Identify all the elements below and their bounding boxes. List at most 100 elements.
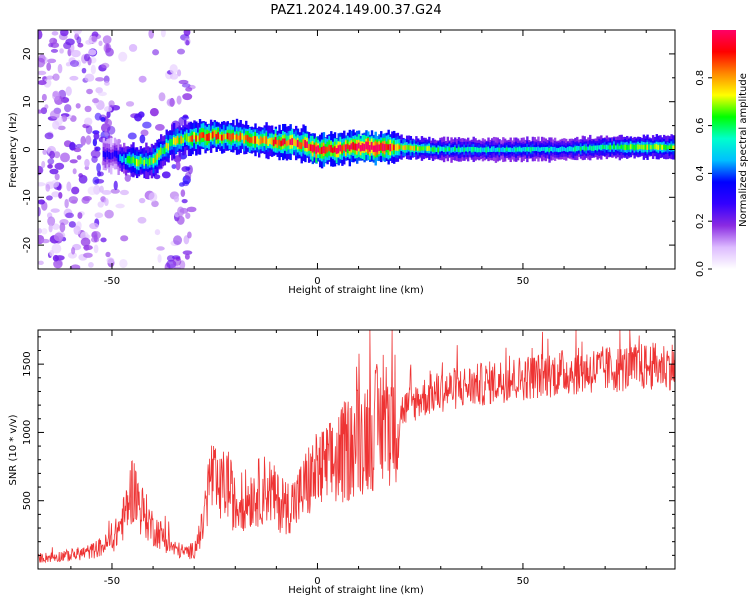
spectrogram-ridge-cell: [191, 135, 194, 142]
spectrogram-ridge-cell: [200, 132, 204, 139]
spectrogram-ridge-cell: [409, 145, 413, 151]
spectrogram-ridge-cell: [587, 146, 590, 151]
spectrogram-ridge-cell: [265, 136, 268, 145]
spectrogram-ridge-cell: [441, 146, 444, 152]
spectrogram-ridge-cell: [400, 144, 403, 150]
spectrogram-noise-cell: [169, 64, 178, 74]
spectrogram-noise-cell: [77, 212, 83, 219]
spectrogram-ridge-cell: [193, 131, 196, 140]
spectrogram-noise-cell: [38, 260, 44, 266]
spectrogram-ridge-cell: [437, 147, 440, 153]
spectrogram-noise-cell: [93, 234, 98, 243]
spectrogram-ridge-cell: [356, 143, 359, 151]
spectrogram-noise-cell: [84, 105, 92, 113]
spectrogram-noise-cell: [41, 160, 46, 169]
spectrogram-ridge-cell: [548, 147, 551, 153]
spectrogram-ridge-cell: [668, 145, 671, 150]
spectrogram-x-tick-label: 0: [314, 276, 320, 287]
spectrogram-ridge-cell: [154, 155, 157, 163]
spectrogram-noise-cell: [153, 174, 161, 180]
spectrogram-ridge-cell: [137, 159, 141, 167]
spectrogram-ridge-cell: [237, 135, 241, 142]
spectrogram-ridge-cell: [211, 131, 215, 139]
spectrogram-ridge-cell: [289, 139, 292, 145]
spectrogram-ridge-cell: [245, 134, 248, 141]
spectrogram-ridge-cell: [424, 145, 427, 151]
spectrogram-noise-cell: [76, 36, 82, 45]
spectrogram-noise-cell: [50, 48, 59, 53]
spectrogram-ridge-cell: [115, 150, 119, 158]
spectrogram-noise-cell: [176, 69, 182, 77]
spectrogram-ridge-cell: [348, 145, 352, 152]
spectrogram-noise-cell: [52, 120, 60, 130]
spectrogram-noise-cell: [88, 49, 97, 56]
spectrogram-ridge-cell: [167, 143, 170, 151]
spectrogram-ridge-cell: [176, 135, 180, 144]
spectrogram-ridge-cell: [361, 143, 364, 151]
spectrogram-ridge-cell: [139, 156, 143, 165]
spectrogram-noise-cell: [72, 30, 83, 35]
spectrogram-heatmap: [38, 30, 675, 269]
spectrogram-ridge-cell: [204, 134, 207, 141]
spectrogram-noise-cell: [68, 221, 76, 228]
spectrogram-ridge-cell: [405, 144, 409, 150]
spectrogram-noise-cell: [58, 192, 63, 199]
spectrogram-ridge-cell: [552, 146, 555, 153]
spectrogram-noise-cell: [105, 43, 110, 53]
spectrogram-noise-cell: [101, 190, 112, 195]
spectrogram-ridge-cell: [226, 132, 229, 140]
spectrogram-noise-cell: [173, 266, 181, 269]
spectrogram-ridge-cell: [642, 144, 646, 150]
spectrogram-ridge-cell: [196, 135, 200, 142]
spectrogram-ridge-cell: [465, 147, 468, 152]
spectrogram-noise-cell: [53, 151, 61, 159]
spectrogram-ridge-cell: [670, 144, 673, 149]
spectrogram-noise-cell: [100, 117, 106, 122]
spectrogram-ridge-cell: [448, 147, 451, 152]
spectrogram-ridge-cell: [572, 147, 575, 152]
spectrogram-noise-cell: [43, 78, 52, 88]
spectrogram-noise-cell: [119, 258, 128, 268]
spectrogram-ridge-cell: [228, 133, 231, 141]
spectrogram-noise-cell: [57, 125, 66, 131]
spectrogram-ridge-cell: [433, 146, 437, 153]
spectrogram-ridge-cell: [589, 145, 592, 150]
colorbar: 0.0 0.2 0.4 0.6 0.8 Normalized spectral ampl…: [695, 30, 749, 277]
spectrogram-ridge-cell: [357, 142, 361, 149]
spectrogram-ridge-cell: [319, 147, 322, 155]
spectrogram-noise-cell: [94, 212, 104, 219]
spectrogram-ridge-cell: [202, 132, 205, 138]
spectrogram-noise-cell: [98, 40, 103, 47]
spectrogram-ridge-cell: [540, 147, 544, 151]
spectrogram-ridge-cell: [624, 144, 627, 151]
spectrogram-noise-cell: [69, 159, 78, 164]
spectrogram-noise-cell: [119, 189, 129, 196]
spectrogram-noise-cell: [48, 224, 53, 233]
spectrogram-noise-cell: [38, 206, 41, 217]
spectrogram-ridge-cell: [258, 138, 261, 146]
spectrogram-noise-cell: [172, 256, 182, 267]
spectrogram-noise-cell: [84, 117, 93, 126]
spectrogram-ridge-cell: [298, 141, 302, 149]
spectrogram-ridge-cell: [254, 136, 257, 144]
spectrogram-ridge-cell: [455, 148, 459, 153]
spectrogram-ridge-cell: [156, 153, 159, 160]
spectrogram-ridge-cell: [664, 144, 668, 151]
spectrogram-ridge-cell: [359, 145, 363, 152]
spectrogram-noise-cell: [98, 91, 107, 97]
spectrogram-noise-cell: [57, 63, 63, 74]
spectrogram-ridge-cell: [531, 147, 535, 152]
spectrogram-noise-cell: [148, 192, 158, 202]
spectrogram-ridge-cell: [296, 139, 300, 148]
spectrogram-noise-cell: [71, 199, 78, 204]
spectrogram-ridge-cell: [398, 145, 401, 150]
spectrogram-noise-cell: [180, 189, 186, 197]
spectrogram-ridge-cell: [487, 146, 490, 153]
spectrogram-noise-cell: [173, 235, 183, 246]
spectrogram-noise-cell: [151, 200, 159, 208]
spectrogram-noise-cell: [173, 195, 180, 203]
spectrogram-ridge-cell: [263, 135, 266, 144]
spectrogram-noise-cell: [89, 222, 99, 230]
colorbar-tick-label: 0.4: [695, 165, 706, 181]
spectrogram-noise-cell: [113, 180, 118, 191]
